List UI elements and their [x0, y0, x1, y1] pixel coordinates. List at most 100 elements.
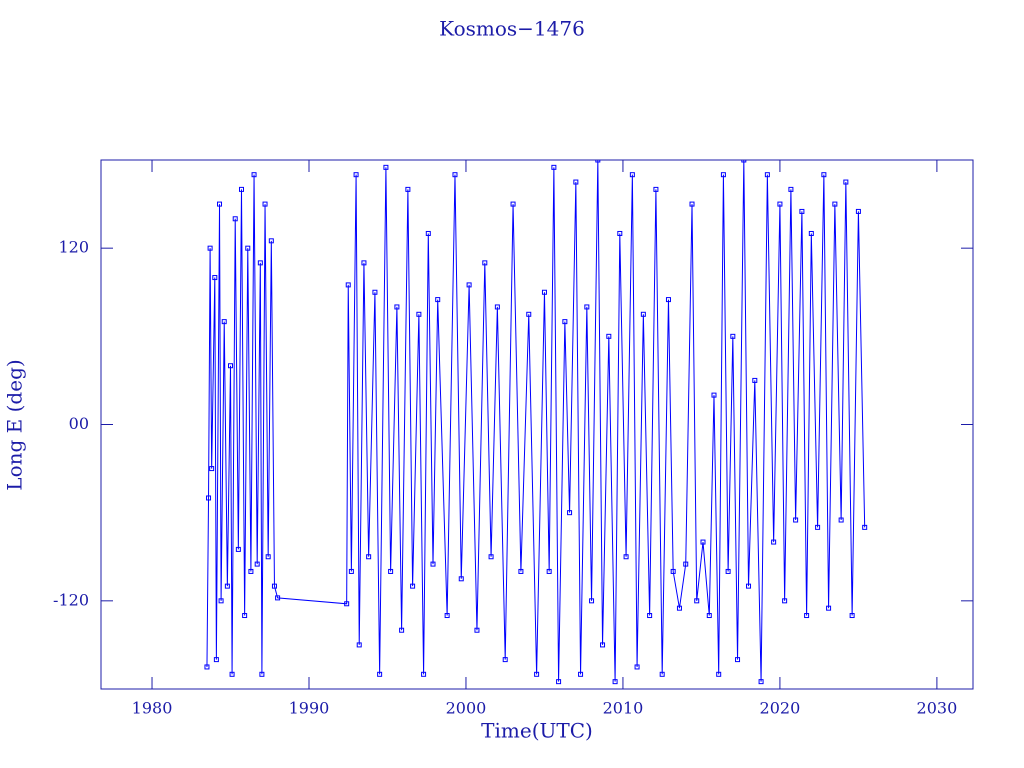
point-marker	[720, 172, 726, 178]
point-marker	[425, 230, 431, 236]
point-marker	[606, 333, 612, 339]
point-marker	[551, 164, 557, 170]
point-marker	[665, 297, 671, 303]
point-marker	[217, 201, 223, 207]
x-tick-label: 1980	[132, 699, 173, 718]
point-marker	[584, 304, 590, 310]
point-marker	[344, 601, 350, 607]
point-marker	[474, 627, 480, 633]
point-marker	[562, 319, 568, 325]
point-marker	[647, 613, 653, 619]
point-marker	[706, 613, 712, 619]
point-marker	[589, 598, 595, 604]
point-marker	[600, 642, 606, 648]
point-marker	[353, 172, 359, 178]
point-marker	[254, 561, 260, 567]
x-tick-label: 1990	[289, 699, 330, 718]
point-marker	[556, 679, 562, 685]
point-marker	[218, 598, 224, 604]
point-marker	[372, 289, 378, 295]
point-marker	[212, 275, 218, 281]
point-marker	[207, 245, 213, 251]
point-marker	[458, 576, 464, 582]
point-marker	[752, 377, 758, 383]
point-marker	[251, 172, 257, 178]
point-marker	[265, 554, 271, 560]
point-marker	[259, 671, 265, 677]
point-marker	[843, 179, 849, 185]
point-marker	[700, 539, 706, 545]
point-marker	[466, 282, 472, 288]
point-marker	[670, 568, 676, 574]
point-marker	[235, 546, 241, 552]
point-marker	[777, 201, 783, 207]
point-marker	[229, 671, 235, 677]
point-marker	[242, 613, 248, 619]
point-marker	[541, 289, 547, 295]
point-marker	[345, 282, 351, 288]
x-tick-label: 2020	[760, 699, 801, 718]
point-marker	[248, 568, 254, 574]
point-marker	[862, 524, 868, 530]
point-marker	[725, 568, 731, 574]
point-marker	[788, 186, 794, 192]
point-marker	[838, 517, 844, 523]
x-axis-label: Time(UTC)	[481, 719, 593, 743]
point-marker	[771, 539, 777, 545]
point-marker	[245, 245, 251, 251]
point-marker	[683, 561, 689, 567]
point-marker	[711, 392, 717, 398]
point-marker	[366, 554, 372, 560]
point-marker	[716, 671, 722, 677]
point-marker	[808, 230, 814, 236]
point-marker	[268, 238, 274, 244]
point-marker	[388, 568, 394, 574]
point-marker	[209, 466, 215, 472]
point-marker	[221, 319, 227, 325]
point-marker	[435, 297, 441, 303]
point-marker	[262, 201, 268, 207]
point-marker	[617, 230, 623, 236]
point-marker	[383, 164, 389, 170]
x-tick-label: 2010	[603, 699, 644, 718]
point-marker	[502, 657, 508, 663]
point-marker	[452, 172, 458, 178]
point-marker	[488, 554, 494, 560]
point-marker	[232, 216, 238, 222]
point-marker	[526, 311, 532, 317]
point-marker	[206, 495, 212, 501]
point-marker	[518, 568, 524, 574]
point-marker	[595, 160, 601, 163]
point-marker	[793, 517, 799, 523]
point-marker	[356, 642, 362, 648]
point-marker	[275, 595, 281, 601]
point-marker	[238, 186, 244, 192]
point-marker	[758, 679, 764, 685]
point-marker	[271, 583, 277, 589]
point-marker	[567, 510, 573, 516]
point-marker	[394, 304, 400, 310]
point-marker	[659, 671, 665, 677]
y-axis-label: Long E (deg)	[3, 359, 27, 490]
point-marker	[764, 172, 770, 178]
point-marker	[640, 311, 646, 317]
plot-area	[204, 160, 868, 685]
point-marker	[410, 583, 416, 589]
point-marker	[694, 598, 700, 604]
point-marker	[634, 664, 640, 670]
point-marker	[361, 260, 367, 266]
point-marker	[204, 664, 210, 670]
point-marker	[546, 568, 552, 574]
point-marker	[629, 172, 635, 178]
point-marker	[855, 208, 861, 214]
point-marker	[494, 304, 500, 310]
point-marker	[228, 363, 234, 369]
point-marker	[573, 179, 579, 185]
point-marker	[421, 671, 427, 677]
point-marker	[416, 311, 422, 317]
point-marker	[804, 613, 810, 619]
point-marker	[399, 627, 405, 633]
point-marker	[746, 583, 752, 589]
point-marker	[799, 208, 805, 214]
